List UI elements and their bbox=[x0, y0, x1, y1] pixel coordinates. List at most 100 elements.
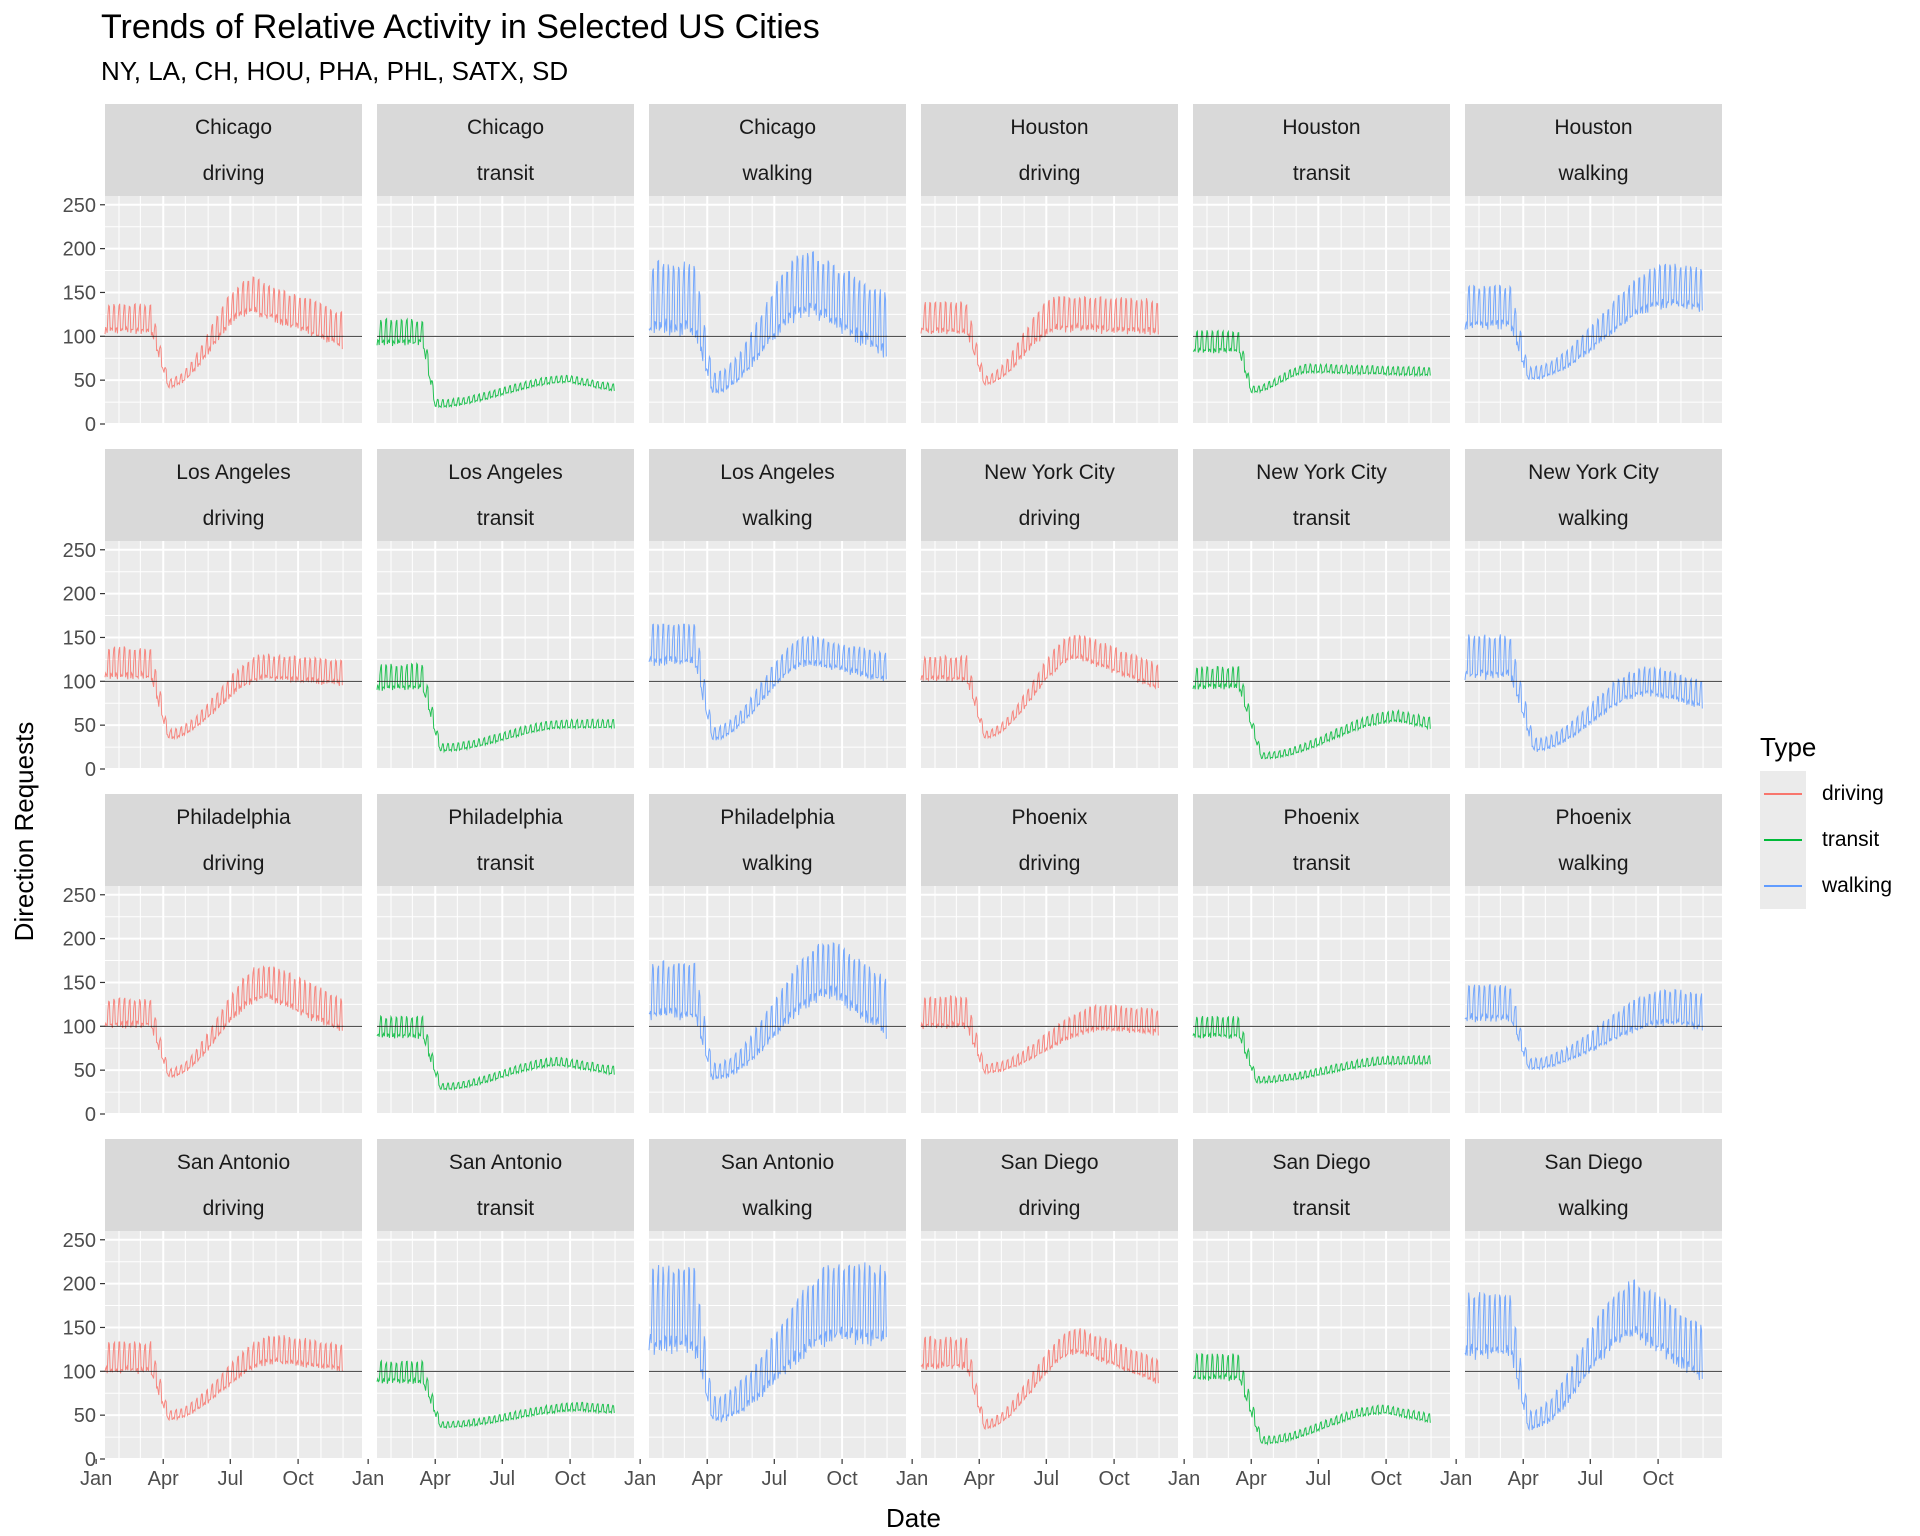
x-tick-label: Apr bbox=[692, 1468, 723, 1490]
series-line-transit bbox=[1192, 329, 1431, 394]
facet-strip-city bbox=[105, 449, 362, 495]
facet-panel bbox=[1465, 886, 1722, 1114]
legend-title: Type bbox=[1760, 732, 1817, 762]
legend-key-walking bbox=[1760, 863, 1806, 909]
chart-title: Trends of Relative Activity in Selected … bbox=[101, 8, 820, 46]
facet-panel bbox=[1193, 541, 1450, 769]
series-line-walking bbox=[1464, 634, 1703, 752]
series-line-driving bbox=[920, 295, 1159, 387]
facet-city-label: San Diego bbox=[1000, 1151, 1098, 1174]
facet-strip-city bbox=[377, 794, 634, 840]
series-line-driving bbox=[920, 634, 1159, 740]
facet-panel bbox=[1193, 196, 1450, 424]
y-tick-label: 150 bbox=[63, 1317, 96, 1339]
facet-panel bbox=[1465, 196, 1722, 424]
facet-new-york-city-walking: New York City walking bbox=[1464, 449, 1722, 770]
x-tick-label: Jul bbox=[1306, 1468, 1332, 1490]
facet-strip-city bbox=[1465, 104, 1722, 150]
facet-strip-city bbox=[105, 794, 362, 840]
facet-type-label: walking bbox=[1557, 507, 1628, 530]
y-tick-label: 100 bbox=[63, 1361, 96, 1383]
series-line-transit bbox=[376, 1014, 615, 1091]
y-tick-label: 250 bbox=[63, 195, 96, 217]
facet-chicago-walking: Chicago walking bbox=[648, 104, 906, 425]
facet-type-label: driving bbox=[1019, 852, 1081, 875]
facet-strip-city bbox=[377, 449, 634, 495]
legend-label-walking: walking bbox=[1822, 874, 1893, 897]
x-tick-label: Jul bbox=[1034, 1468, 1060, 1490]
facet-strip-city bbox=[105, 104, 362, 150]
legend-swatch-transit bbox=[1764, 839, 1802, 841]
series-line-driving bbox=[920, 1328, 1159, 1430]
facet-strip-type bbox=[921, 150, 1178, 196]
facet-strip-type bbox=[377, 495, 634, 541]
y-tick-label: 100 bbox=[63, 326, 96, 348]
y-tick-label: 50 bbox=[74, 370, 96, 392]
facet-strip-type bbox=[1193, 1185, 1450, 1231]
facet-strip-city bbox=[1193, 104, 1450, 150]
facet-strip-city bbox=[377, 1139, 634, 1185]
facet-strip-type bbox=[649, 1185, 906, 1231]
facet-houston-driving: Houston driving bbox=[920, 104, 1178, 425]
y-tick-label: 250 bbox=[63, 540, 96, 562]
facet-philadelphia-walking: Philadelphia walking bbox=[648, 794, 906, 1115]
y-tick-label: 150 bbox=[63, 627, 96, 649]
y-tick-label: 50 bbox=[74, 1060, 96, 1082]
y-tick-label: 50 bbox=[74, 1405, 96, 1427]
x-tick-label: Apr bbox=[1508, 1468, 1539, 1490]
facet-strip-city bbox=[1193, 1139, 1450, 1185]
facet-strip-type bbox=[105, 495, 362, 541]
facet-new-york-city-transit: New York City transit bbox=[1192, 449, 1450, 770]
facet-type-label: driving bbox=[1019, 1197, 1081, 1220]
series-line-transit bbox=[1192, 665, 1431, 760]
facet-city-label: New York City bbox=[1256, 461, 1387, 484]
facet-type-label: transit bbox=[1293, 507, 1350, 530]
facet-type-label: transit bbox=[477, 507, 534, 530]
facet-type-label: transit bbox=[1293, 1197, 1350, 1220]
facet-strip-city bbox=[1193, 449, 1450, 495]
y-axis-title: Direction Requests bbox=[9, 722, 39, 942]
y-tick-label: 200 bbox=[63, 239, 96, 261]
legend-label-transit: transit bbox=[1822, 828, 1880, 851]
y-tick-label: 250 bbox=[63, 885, 96, 907]
facet-strip-type bbox=[649, 840, 906, 886]
facet-type-label: transit bbox=[1293, 162, 1350, 185]
facet-strip-city bbox=[105, 1139, 362, 1185]
facet-strip-type bbox=[921, 495, 1178, 541]
x-tick-label: Jan bbox=[352, 1468, 384, 1490]
x-axis-title: Date bbox=[886, 1503, 941, 1533]
facet-strip-city bbox=[649, 1139, 906, 1185]
facet-strip-type bbox=[1465, 1185, 1722, 1231]
facet-city-label: Chicago bbox=[195, 116, 272, 139]
facet-panel bbox=[1193, 1231, 1450, 1459]
y-tick-label: 100 bbox=[63, 671, 96, 693]
series-line-walking bbox=[648, 1262, 887, 1423]
series-line-walking bbox=[1464, 263, 1703, 381]
facet-strip-city bbox=[1465, 1139, 1722, 1185]
facet-philadelphia-transit: Philadelphia transit bbox=[376, 794, 634, 1115]
facet-city-label: Phoenix bbox=[1012, 806, 1088, 829]
facet-los-angeles-walking: Los Angeles walking bbox=[648, 449, 906, 770]
x-tick-label: Jan bbox=[624, 1468, 656, 1490]
legend-key-transit bbox=[1760, 817, 1806, 863]
y-tick-label: 250 bbox=[63, 1230, 96, 1252]
facet-strip-type bbox=[1465, 495, 1722, 541]
legend-item-transit: transit bbox=[1760, 817, 1892, 863]
x-tick-label: Jul bbox=[1578, 1468, 1604, 1490]
x-tick-label: Jan bbox=[1168, 1468, 1200, 1490]
facet-city-label: Philadelphia bbox=[720, 806, 835, 829]
series-line-walking bbox=[1464, 1279, 1703, 1432]
facet-chicago-driving: Chicago driving 0 50 100 150 200 250 bbox=[63, 104, 362, 436]
x-tick-label: Jul bbox=[218, 1468, 244, 1490]
legend: Type driving transit walking bbox=[1760, 732, 1892, 909]
y-tick-label: 50 bbox=[74, 715, 96, 737]
facet-san-antonio-transit: San Antonio transit Jan Apr Jul Oct bbox=[352, 1139, 634, 1490]
facet-type-label: driving bbox=[203, 852, 265, 875]
facet-city-label: New York City bbox=[984, 461, 1115, 484]
legend-item-walking: walking bbox=[1760, 863, 1892, 909]
facet-city-label: Houston bbox=[1554, 116, 1632, 139]
facet-type-label: driving bbox=[203, 507, 265, 530]
facet-city-label: Houston bbox=[1282, 116, 1360, 139]
facet-city-label: Los Angeles bbox=[176, 461, 290, 484]
